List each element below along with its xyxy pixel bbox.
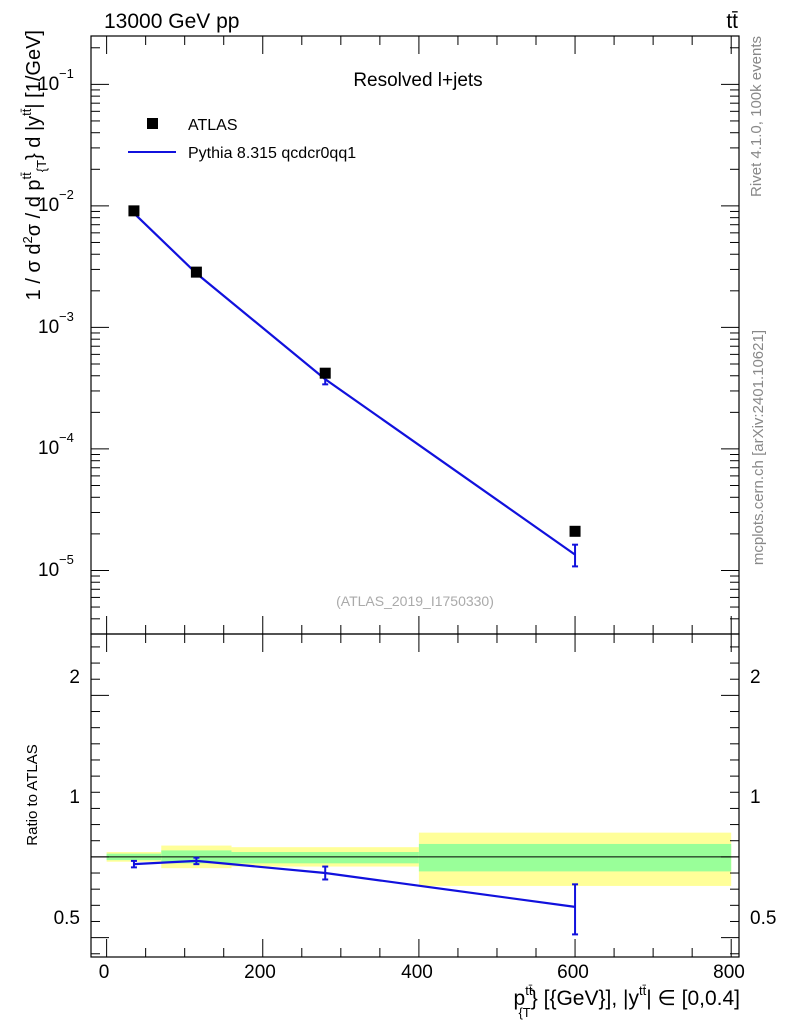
ratio-ytick-right-05: 0.5 xyxy=(750,908,776,929)
y-tick-label-4-exp: −4 xyxy=(59,430,74,445)
y-tick-label-3: 10 −3 xyxy=(38,309,74,338)
ylabel-part-b: σ / d p xyxy=(23,179,45,236)
ratio-ytick-left-2: 2 xyxy=(69,667,80,688)
ratio-ytick-right-2: 2 xyxy=(750,667,761,688)
atlas-data-point xyxy=(128,205,140,217)
ratio-pythia-line xyxy=(133,859,576,908)
legend-atlas-label: ATLAS xyxy=(188,117,238,134)
xlabel-end: | ∈ [0,0.4] xyxy=(646,987,740,1010)
y-tick-label-2-exp: −2 xyxy=(59,187,74,202)
ylabel-sub-t: {T xyxy=(34,160,49,172)
process-label: tt̄ xyxy=(726,10,738,33)
mcplots-label: mcplots.cern.ch [arXiv:2401.10621] xyxy=(750,330,767,565)
ratio-bands xyxy=(106,832,732,886)
y-tick-label-5-exp: −5 xyxy=(59,552,74,567)
ratio-ytick-right-1: 1 xyxy=(750,787,761,808)
rivet-label: Rivet 4.1.0, 100k events xyxy=(748,36,765,197)
pythia-line xyxy=(133,212,576,556)
xlabel-p: p xyxy=(514,987,526,1010)
ylabel-part-a: 1 / σ d xyxy=(23,244,45,301)
ratio-y-axis-label: Ratio to ATLAS xyxy=(24,744,41,845)
ylabel-part-c: } d |y xyxy=(23,116,45,160)
legend-pythia-label: Pythia 8.315 qcdcr0qq1 xyxy=(188,145,356,162)
x-tick-label-200: 200 xyxy=(244,962,276,983)
y-tick-label-5-base: 10 xyxy=(38,560,59,581)
atlas-data-point xyxy=(319,367,331,379)
ratio-ytick-left-05: 0.5 xyxy=(54,908,80,929)
main-panel: Resolved l+jets (ATLAS_2019_I1750330) 10… xyxy=(19,30,740,635)
main-y-axis-label: 1 / σ d2σ / d ptt̄{T} d |ytt̄| [1/GeV] xyxy=(19,30,49,300)
ylabel-sup-tt-2: tt̄ xyxy=(19,108,34,116)
ratio-panel: Ratio to ATLAS 2 1 0.5 2 1 0.5 0 200 400… xyxy=(24,633,776,1020)
x-tick-label-0: 0 xyxy=(99,962,110,983)
x-axis-label: ptt̄ {T} [{GeV}], |ytt̄| ∈ [0,0.4] xyxy=(514,983,740,1020)
y-tick-label-5: 10 −5 xyxy=(38,552,74,581)
x-tick-label-400: 400 xyxy=(401,962,433,983)
main-axis-ticks xyxy=(91,36,739,635)
ylabel-sup-2: 2 xyxy=(20,236,35,243)
x-tick-label-800: 800 xyxy=(713,962,745,983)
atlas-data-point xyxy=(190,266,202,278)
ratio-data xyxy=(130,856,579,936)
x-tick-label-600: 600 xyxy=(557,962,589,983)
y-tick-label-1-exp: −1 xyxy=(59,66,74,81)
y-tick-label-2: 10 −2 xyxy=(38,187,74,216)
y-tick-label-1: 10 −1 xyxy=(38,66,74,95)
xlabel-sub-t: {T xyxy=(518,1005,530,1020)
legend-atlas-marker xyxy=(147,118,158,129)
ratio-axis-ticks xyxy=(91,634,739,957)
y-tick-label-1-base: 10 xyxy=(38,74,59,95)
y-tick-label-3-base: 10 xyxy=(38,317,59,338)
xlabel-sup-tt-1: tt̄ xyxy=(525,983,533,998)
y-tick-label-3-exp: −3 xyxy=(59,309,74,324)
main-data xyxy=(128,205,581,568)
y-tick-label-4: 10 −4 xyxy=(38,430,74,459)
ratio-frame xyxy=(90,633,740,958)
y-tick-label-2-base: 10 xyxy=(38,195,59,216)
legend: ATLAS Pythia 8.315 qcdcr0qq1 xyxy=(128,117,356,162)
main-title: Resolved l+jets xyxy=(353,70,482,91)
energy-label: 13000 GeV pp xyxy=(104,10,239,33)
xlabel-sup-tt-2: tt̄ xyxy=(639,983,647,998)
watermark: (ATLAS_2019_I1750330) xyxy=(336,593,494,609)
xlabel-mid: } [{GeV}], |y xyxy=(531,987,640,1010)
ylabel-part-d: | [1/GeV] xyxy=(23,30,45,109)
ratio-stat-uncertainty-band xyxy=(231,852,419,864)
y-tick-label-4-base: 10 xyxy=(38,438,59,459)
ratio-stat-uncertainty-band xyxy=(418,843,732,872)
ylabel-sup-tt-1: tt̄ xyxy=(19,172,34,180)
ratio-ytick-left-1: 1 xyxy=(69,787,80,808)
atlas-data-point xyxy=(569,525,581,537)
